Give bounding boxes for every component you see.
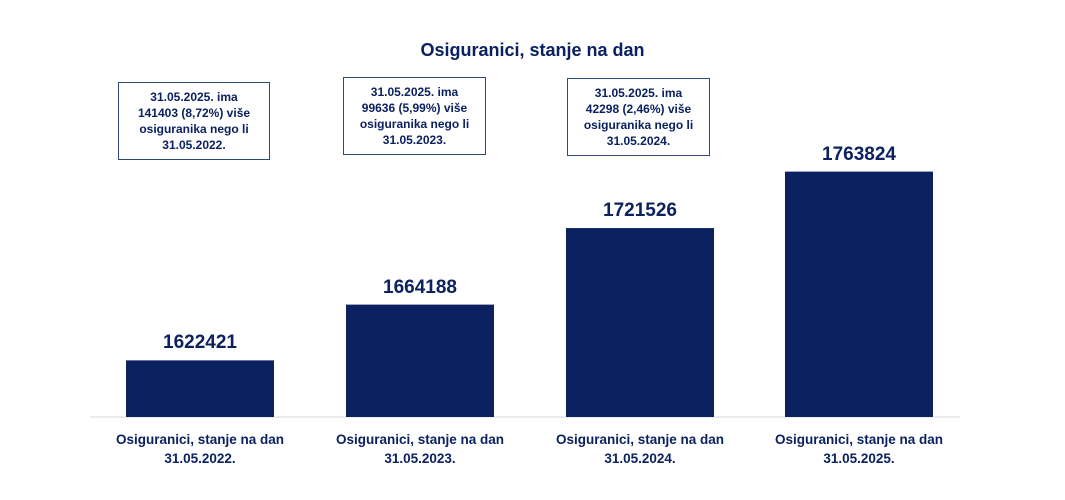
category-label-2: Osiguranici, stanje na dan 31.05.2024. — [555, 432, 725, 466]
annotation-2023: 31.05.2025. ima 99636 (5,99%) više osigu… — [343, 77, 486, 155]
bar-3 — [785, 171, 933, 417]
category-label-1: Osiguranici, stanje na dan 31.05.2023. — [335, 432, 505, 466]
bar-value-label-0: 1622421 — [163, 332, 237, 354]
bar-value-label-3: 1763824 — [822, 143, 896, 165]
bar-2 — [566, 228, 714, 417]
category-label-3: Osiguranici, stanje na dan 31.05.2025. — [774, 432, 944, 466]
bar-0 — [126, 360, 274, 417]
bar-value-label-1: 1664188 — [383, 276, 457, 298]
annotation-2024: 31.05.2025. ima 42298 (2,46%) više osigu… — [567, 78, 710, 156]
bar-1 — [346, 304, 494, 417]
chart-title: Osiguranici, stanje na dan — [420, 40, 645, 60]
annotation-2022: 31.05.2025. ima 141403 (8,72%) više osig… — [118, 82, 270, 160]
bar-value-label-2: 1721526 — [603, 200, 677, 222]
category-label-0: Osiguranici, stanje na dan 31.05.2022. — [115, 432, 285, 466]
